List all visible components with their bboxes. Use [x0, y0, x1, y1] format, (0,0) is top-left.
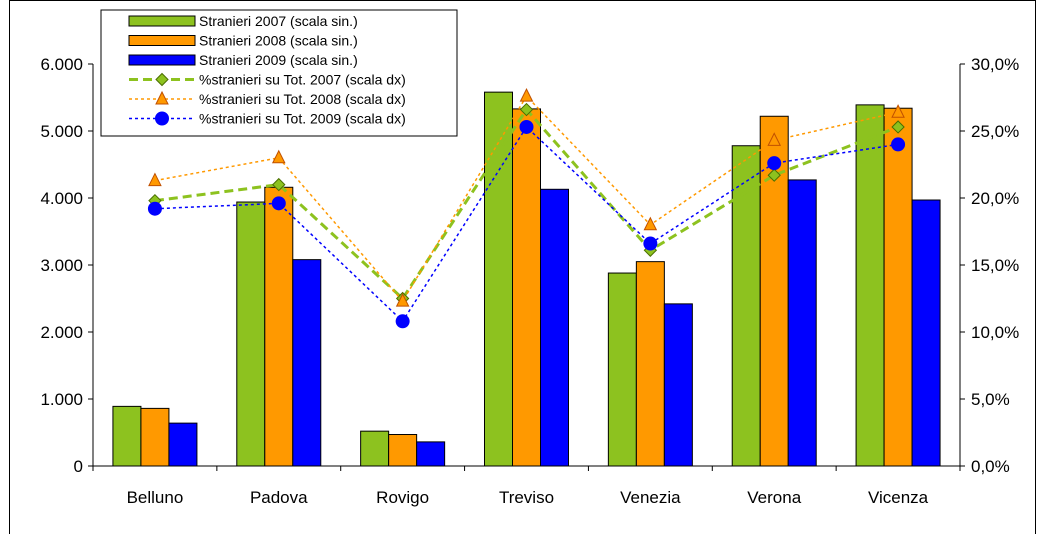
bar [635, 261, 665, 467]
data-point [271, 149, 286, 164]
data-point [395, 293, 410, 307]
bar [168, 422, 198, 467]
left-tick-label: 1.000 [40, 390, 83, 409]
x-tick-label: Padova [250, 488, 308, 507]
legend-label: %stranieri su Tot. 2007 (scala dx) [199, 72, 406, 88]
legend-marker [155, 72, 169, 87]
legend-marker [155, 90, 169, 105]
data-point [891, 137, 906, 152]
data-point [519, 102, 534, 117]
left-tick-label: 2.000 [40, 323, 83, 342]
legend-swatch [128, 54, 196, 66]
right-tick-label: 5,0% [971, 390, 1010, 409]
bar [360, 430, 390, 467]
legend-swatch [128, 35, 196, 46]
right-tick-label: 30,0% [971, 55, 1019, 74]
legend-marker [155, 111, 169, 126]
x-tick-label: Venezia [620, 488, 681, 507]
x-tick-label: Treviso [499, 488, 554, 507]
bar [663, 303, 693, 467]
data-point [271, 196, 286, 211]
bar [512, 108, 541, 467]
right-tick-label: 20,0% [971, 189, 1019, 208]
right-tick-label: 0,0% [971, 457, 1010, 476]
data-point [767, 168, 781, 182]
bar [540, 188, 569, 467]
left-tick-label: 3.000 [40, 256, 83, 275]
bar [112, 405, 142, 467]
data-point [519, 119, 534, 134]
left-tick-label: 5.000 [40, 122, 83, 141]
bar [731, 145, 761, 467]
x-tick-label: Verona [747, 488, 801, 507]
data-point [767, 132, 782, 146]
data-point [891, 120, 905, 134]
bar [264, 186, 294, 467]
legend-label: Stranieri 2009 (scala sin.) [199, 52, 358, 68]
data-point [643, 216, 658, 231]
x-tick-label: Vicenza [868, 488, 929, 507]
bar [911, 199, 941, 467]
right-tick-label: 15,0% [971, 256, 1019, 275]
data-point [643, 236, 658, 251]
bar [292, 259, 322, 467]
bar [607, 272, 637, 467]
data-point [148, 172, 162, 187]
legend-label: Stranieri 2007 (scala sin.) [199, 13, 358, 29]
bar [388, 434, 418, 467]
bar [416, 441, 446, 467]
legend-label: %stranieri su Tot. 2009 (scala dx) [199, 111, 406, 127]
x-tick-label: Rovigo [376, 488, 429, 507]
x-tick-label: Belluno [127, 488, 184, 507]
data-point [272, 177, 286, 192]
bar [236, 201, 266, 467]
data-point [147, 201, 162, 216]
right-tick-label: 25,0% [971, 122, 1019, 141]
legend-swatch [128, 15, 196, 27]
legend-label: Stranieri 2008 (scala sin.) [199, 33, 358, 49]
bar [855, 104, 885, 467]
left-tick-label: 6.000 [40, 55, 83, 74]
data-point [519, 88, 534, 102]
left-tick-label: 0 [74, 457, 83, 476]
data-point [891, 104, 905, 118]
chart-border [9, 0, 1036, 539]
bar [787, 179, 817, 467]
legend-label: %stranieri su Tot. 2008 (scala dx) [199, 91, 406, 107]
bar [140, 407, 170, 467]
right-tick-label: 10,0% [971, 323, 1019, 342]
data-point [395, 314, 410, 329]
bar [883, 107, 913, 467]
data-point [767, 156, 782, 171]
left-tick-label: 4.000 [40, 189, 83, 208]
bar [484, 91, 513, 467]
